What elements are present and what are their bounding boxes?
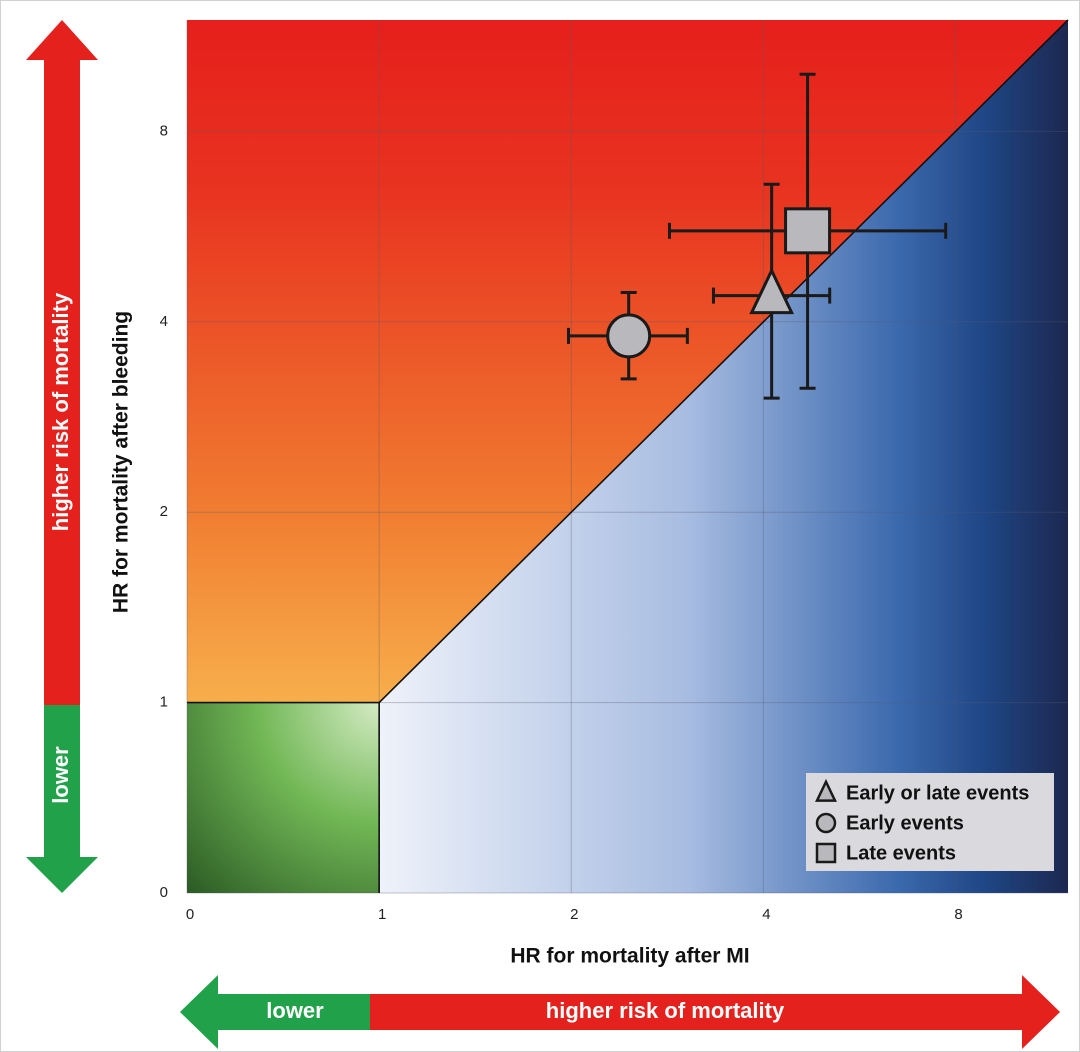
y-tick-label: 1 bbox=[160, 694, 168, 711]
y-tick-label: 4 bbox=[160, 313, 168, 330]
x-tick-label: 8 bbox=[954, 906, 962, 923]
legend-marker bbox=[815, 842, 837, 864]
y-tick-label: 8 bbox=[160, 122, 168, 139]
legend-label: Late events bbox=[846, 842, 956, 864]
point bbox=[606, 313, 652, 359]
x-arrow-high bbox=[370, 975, 1060, 1049]
x-axis-title: HR for mortality after MI bbox=[510, 945, 749, 968]
y-tick-label: 2 bbox=[160, 503, 168, 520]
legend-box bbox=[806, 773, 1054, 871]
x-arrow-low-label: lower bbox=[266, 998, 324, 1023]
legend-marker bbox=[815, 778, 837, 802]
x-tick-label: 1 bbox=[378, 906, 386, 923]
y-arrow-low-label: lower bbox=[48, 746, 73, 804]
legend-marker bbox=[815, 812, 837, 834]
x-arrow-low bbox=[180, 975, 370, 1049]
y-tick-label: 0 bbox=[160, 884, 168, 901]
legend-label: Early events bbox=[846, 812, 964, 834]
point bbox=[749, 267, 795, 315]
x-tick-label: 2 bbox=[570, 906, 578, 923]
zone-both-lower bbox=[187, 702, 380, 893]
y-axis-title: HR for mortality after bleeding bbox=[110, 311, 133, 613]
point bbox=[784, 207, 832, 255]
background-zones bbox=[186, 20, 1068, 894]
x-arrow-high-label: higher risk of mortality bbox=[546, 998, 785, 1023]
zone-lower bbox=[379, 20, 1068, 893]
y-arrow-high bbox=[26, 20, 98, 705]
x-tick-label: 4 bbox=[762, 906, 770, 923]
legend-label: Early or late events bbox=[846, 782, 1029, 804]
y-arrow-high-label: higher risk of mortality bbox=[48, 292, 73, 531]
y-arrow-low bbox=[26, 705, 98, 893]
x-tick-label: 0 bbox=[186, 906, 194, 923]
